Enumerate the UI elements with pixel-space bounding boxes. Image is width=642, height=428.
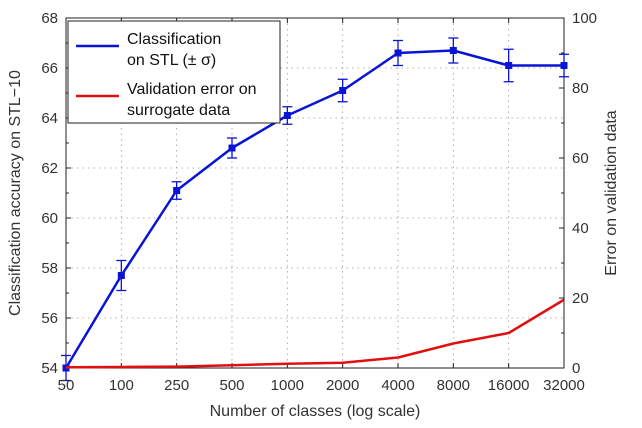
y-left-tick-label: 54 xyxy=(41,360,58,377)
series-line-classification xyxy=(64,49,564,369)
y-right-tick-label: 40 xyxy=(572,220,589,237)
data-point-classification xyxy=(505,62,513,69)
data-point-classification xyxy=(117,272,125,279)
tick-labels: 50 100 250 500 1000 2000 4000 8000 16000 32000545… xyxy=(41,10,597,394)
data-point-classification xyxy=(449,47,457,54)
x-axis-title: Number of classes (log scale) xyxy=(210,403,421,420)
data-point-classification xyxy=(560,62,568,69)
x-tick-label: 4000 xyxy=(381,377,414,394)
x-tick-label: 8000 xyxy=(437,377,470,394)
series xyxy=(61,37,569,382)
x-tick-label: 100 xyxy=(109,377,134,394)
y-left-tick-label: 64 xyxy=(41,110,58,127)
series-line-validation-error xyxy=(65,298,565,369)
legend-label-classification-line1: Classification xyxy=(127,31,221,48)
y-left-tick-label: 68 xyxy=(41,10,58,27)
legend-box xyxy=(67,20,281,124)
data-point-classification xyxy=(173,187,181,194)
y-right-tick-label: 100 xyxy=(572,10,597,27)
data-point-classification xyxy=(228,144,236,152)
data-point-classification xyxy=(339,87,347,94)
data-point-classification xyxy=(394,49,402,57)
y-left-tick-label: 60 xyxy=(41,210,58,227)
y-axis-right-title: Error on validation data xyxy=(603,110,620,276)
x-tick-label: 50 xyxy=(58,377,75,394)
data-point-classification xyxy=(283,112,291,119)
y-left-tick-label: 66 xyxy=(41,60,58,77)
y-left-tick-label: 62 xyxy=(41,160,58,177)
x-tick-label: 2000 xyxy=(326,377,359,394)
legend-label-validation-error-line2: surrogate data xyxy=(127,102,230,119)
y-left-tick-label: 56 xyxy=(41,310,58,327)
x-tick-label: 1000 xyxy=(271,377,304,394)
x-tick-label: 250 xyxy=(164,377,189,394)
y-left-tick-label: 58 xyxy=(41,260,58,277)
x-tick-label: 16000 xyxy=(488,377,530,394)
y-right-tick-label: 60 xyxy=(572,150,589,167)
y-right-tick-label: 80 xyxy=(572,80,589,97)
y-axis-left-title: Classification accuracy on STL−10 xyxy=(7,70,24,316)
data-point-classification xyxy=(62,364,70,372)
legend: Classification on STL (± σ) Validation e… xyxy=(67,20,281,124)
legend-label-classification-line2: on STL (± σ) xyxy=(127,52,216,69)
x-tick-label: 500 xyxy=(219,377,244,394)
y-right-tick-label: 0 xyxy=(572,360,580,377)
y-right-tick-label: 20 xyxy=(572,290,589,307)
legend-label-validation-error-line1: Validation error on xyxy=(127,81,257,98)
x-tick-label: 32000 xyxy=(543,377,585,394)
